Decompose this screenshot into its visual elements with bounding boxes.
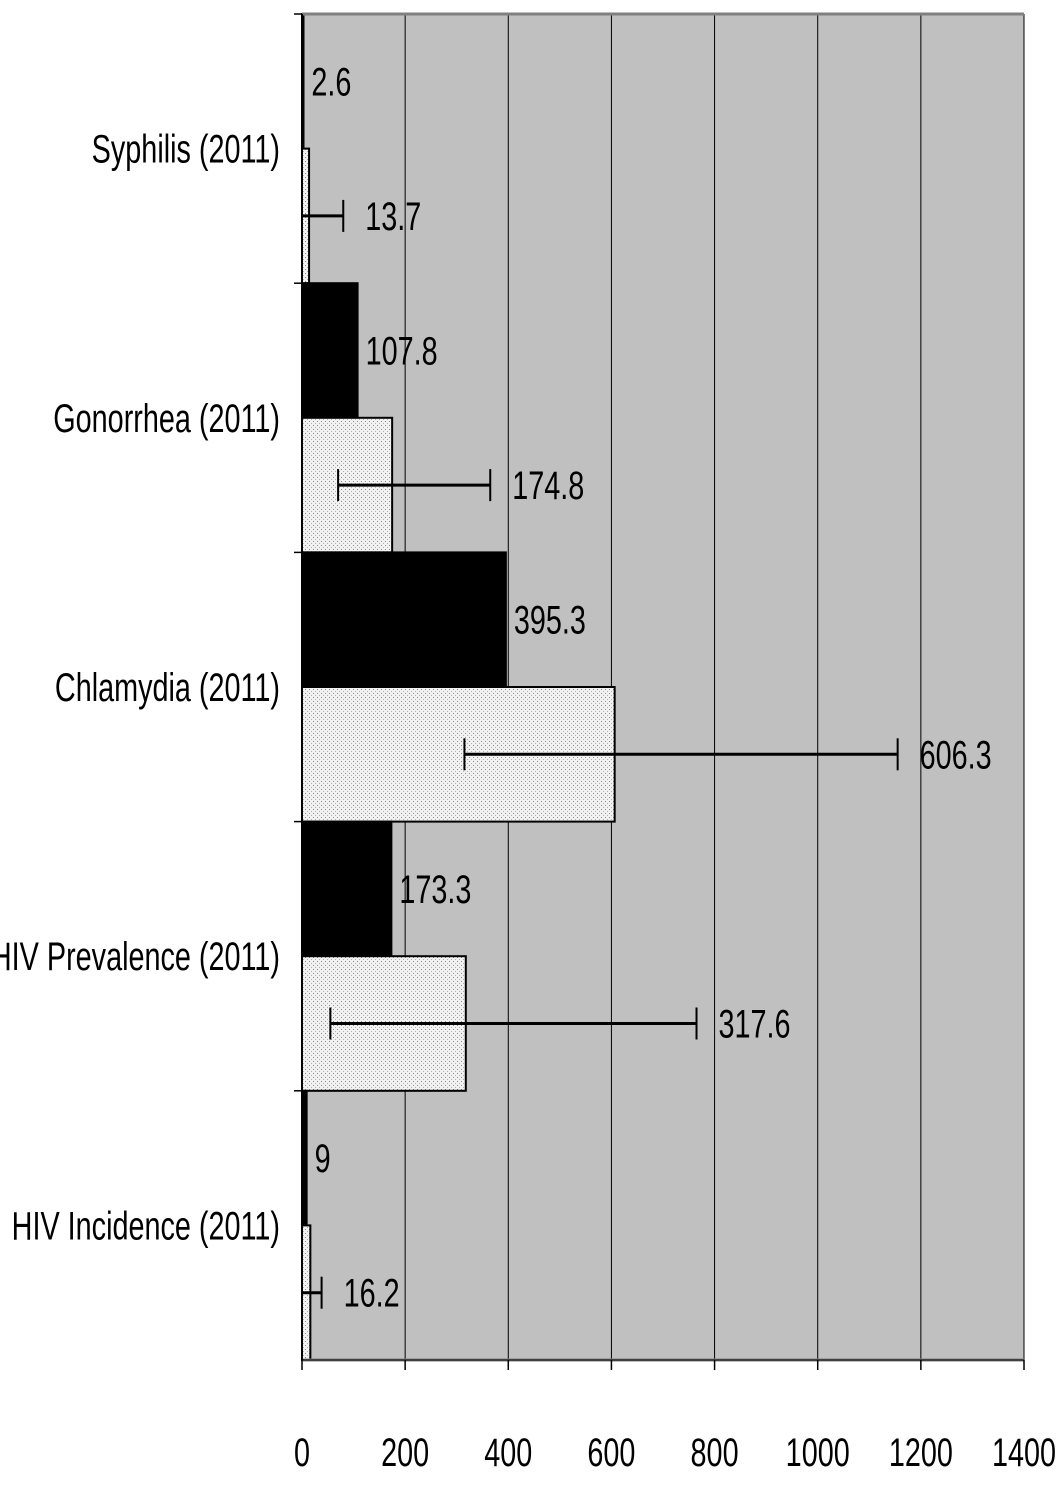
bar: [301, 282, 359, 419]
x-tick-label: 400: [484, 1430, 532, 1475]
x-tick-label: 200: [381, 1430, 429, 1475]
x-tick-label: 1200: [889, 1430, 953, 1475]
x-tick-label: 600: [587, 1430, 635, 1475]
data-label: 173.3: [399, 867, 471, 912]
x-tick-label: 1400: [992, 1430, 1056, 1475]
x-tick-label: 1000: [786, 1430, 850, 1475]
data-label: 13.7: [365, 194, 421, 239]
category-label: Gonorrhea (2011): [53, 396, 280, 441]
category-label: HIV Incidence (2011): [12, 1204, 280, 1249]
bar: [301, 820, 393, 958]
data-label: 317.6: [719, 1002, 791, 1047]
data-label: 16.2: [344, 1271, 400, 1316]
data-label: 107.8: [366, 329, 438, 374]
data-label: 2.6: [311, 60, 351, 105]
data-label: 395.3: [514, 598, 586, 643]
data-label: 9: [315, 1137, 331, 1182]
x-tick-label: 800: [691, 1430, 739, 1475]
axes: [294, 12, 1025, 1370]
labels: 0 200 400 600 800 1000 1200 1400 Syphilis (2011)…: [0, 60, 1056, 1475]
bar: [301, 551, 507, 689]
error-bars: [302, 199, 899, 1309]
data-label: 174.8: [512, 464, 584, 509]
data-label: 606.3: [920, 733, 992, 778]
category-label: Chlamydia (2011): [55, 665, 280, 710]
category-label: HIV Prevalence (2011): [0, 935, 280, 980]
category-label: Syphilis (2011): [92, 127, 280, 172]
x-tick-label: 0: [294, 1430, 310, 1475]
